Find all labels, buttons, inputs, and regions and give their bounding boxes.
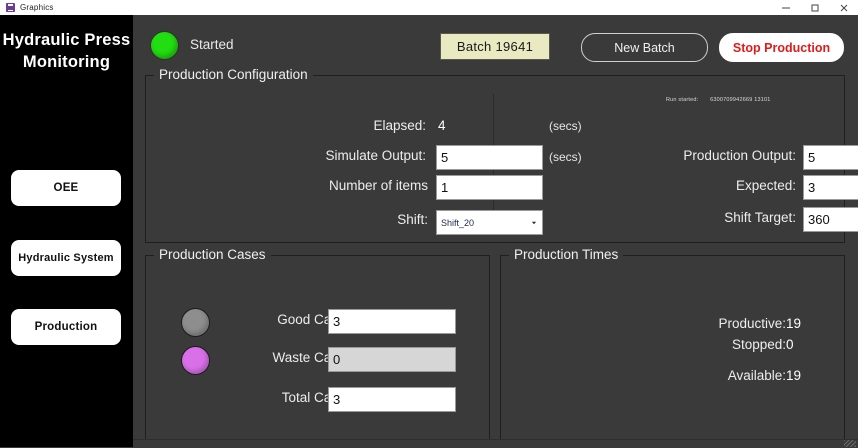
production-output-value: 5 <box>808 150 816 165</box>
close-icon[interactable] <box>829 0 858 15</box>
stop-production-button[interactable]: Stop Production <box>719 33 844 62</box>
sidebar-item-label: OEE <box>53 182 79 194</box>
shift-value: Shift_20 <box>441 217 475 228</box>
production-times-panel: Production Times Productive: 19 (secs) S… <box>500 247 845 440</box>
status-text: Started <box>190 37 234 52</box>
productive-label: Productive: <box>718 316 786 331</box>
good-cases-indicator-icon <box>181 308 210 337</box>
production-output-input[interactable]: 5 <box>803 145 858 170</box>
sidebar-item-label: Production <box>34 321 98 333</box>
waste-cases-indicator-icon <box>181 346 210 375</box>
window-title: Graphics <box>20 3 54 12</box>
simulate-output-label: Simulate Output: <box>325 148 426 163</box>
run-started-info: Run started: 6300709942669 13101 <box>666 97 771 103</box>
batch-display: Batch 19641 <box>440 33 550 60</box>
sidebar: Hydraulic Press Monitoring OEE Hydraulic… <box>0 15 133 447</box>
new-batch-button[interactable]: New Batch <box>581 33 708 62</box>
status-bar <box>133 439 858 448</box>
minimize-icon[interactable] <box>771 0 800 15</box>
brand-line-1: Hydraulic Press <box>2 31 131 49</box>
run-started-value: 6300709942669 13101 <box>710 97 771 103</box>
simulate-output-input[interactable]: 5 <box>436 145 543 170</box>
elapsed-value: 4 <box>438 118 446 133</box>
shift-target-value: 360 <box>808 212 830 227</box>
shift-select[interactable]: Shift_20 <box>436 210 543 235</box>
sidebar-item-production[interactable]: Production <box>11 309 121 345</box>
production-output-label: Production Output: <box>683 148 796 163</box>
sidebar-item-label: Hydraulic System <box>18 252 114 264</box>
panel-title: Production Configuration <box>154 67 313 82</box>
stopped-label: Stopped: <box>731 337 786 352</box>
production-cases-panel: Production Cases Good Cases: 3 Waste Cas… <box>145 247 490 440</box>
expected-value: 3 <box>808 180 816 195</box>
elapsed-units: (secs) <box>549 119 582 133</box>
sidebar-item-hydraulic-system[interactable]: Hydraulic System <box>11 240 121 276</box>
shift-target-label: Shift Target: <box>724 210 796 225</box>
shift-label: Shift: <box>397 212 428 227</box>
good-cases-input[interactable]: 3 <box>328 309 456 334</box>
simulate-output-units: (secs) <box>549 150 582 164</box>
available-value: 19 <box>786 368 802 383</box>
expected-label: Expected: <box>735 178 796 193</box>
expected-input[interactable]: 3 <box>803 175 858 200</box>
brand-line-2: Monitoring <box>22 53 111 71</box>
total-cases-input[interactable]: 3 <box>328 387 456 412</box>
number-of-items-value: 1 <box>441 180 449 195</box>
app-icon <box>6 3 15 12</box>
maximize-icon[interactable] <box>800 0 829 15</box>
panel-title: Production Cases <box>154 247 271 262</box>
main-content: Started Batch 19641 New Batch Stop Produ… <box>133 15 858 447</box>
waste-cases-input: 0 <box>328 347 456 372</box>
run-started-label: Run started: <box>666 97 699 103</box>
simulate-output-value: 5 <box>441 150 449 165</box>
number-of-items-label: Number of items <box>328 178 428 193</box>
number-of-items-input[interactable]: 1 <box>436 175 543 200</box>
sidebar-item-oee[interactable]: OEE <box>11 170 121 206</box>
stopped-value: 0 <box>786 337 794 352</box>
elapsed-label: Elapsed: <box>373 118 426 133</box>
available-label: Available: <box>727 368 786 383</box>
window-controls <box>771 0 858 15</box>
panel-title: Production Times <box>509 247 624 262</box>
total-cases-value: 3 <box>333 392 341 407</box>
status-lamp-icon <box>150 31 179 60</box>
chevron-down-icon <box>531 221 537 224</box>
production-configuration-panel: Production Configuration Run started: 63… <box>145 67 858 243</box>
title-bar: Graphics <box>0 0 858 15</box>
productive-value: 19 <box>786 316 802 331</box>
shift-target-input[interactable]: 360 <box>803 207 858 232</box>
waste-cases-value: 0 <box>333 352 341 367</box>
resize-grip-icon[interactable] <box>844 440 856 447</box>
good-cases-value: 3 <box>333 314 341 329</box>
app-brand: Hydraulic Press Monitoring <box>0 29 133 73</box>
